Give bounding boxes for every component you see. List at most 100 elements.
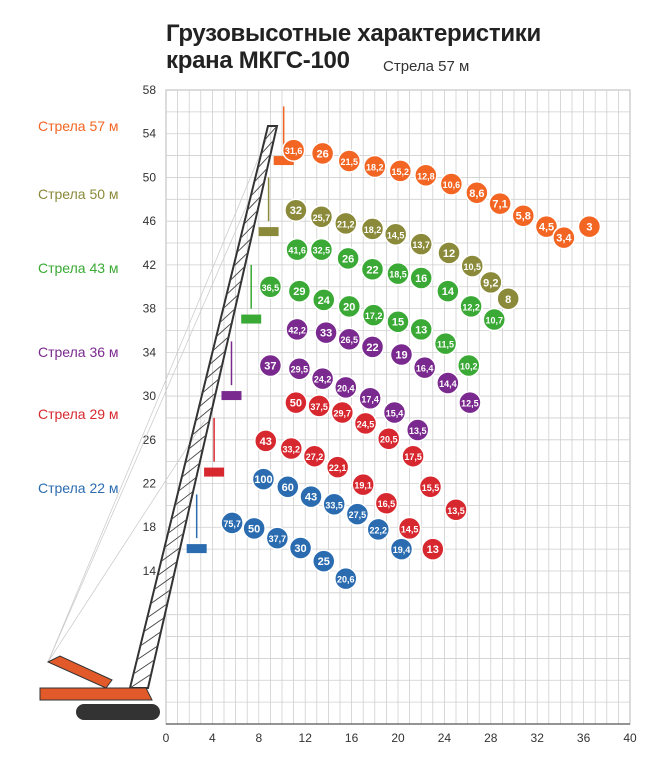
data-label: 18,2 (366, 163, 384, 173)
x-tick-label: 8 (255, 731, 262, 745)
data-label: 75,7 (223, 519, 241, 529)
x-tick-label: 12 (299, 731, 313, 745)
hook-block (204, 467, 225, 477)
y-tick-label: 42 (143, 258, 157, 272)
data-point (330, 400, 355, 425)
data-point (334, 375, 358, 400)
crane-cable (47, 197, 251, 663)
crane-boom-lattice (184, 448, 204, 464)
data-point (358, 386, 382, 411)
data-point (482, 307, 507, 332)
data-point (409, 232, 433, 256)
data-point (360, 217, 385, 241)
data-point (307, 394, 331, 418)
data-point (511, 203, 536, 228)
crane-boom-lattice (129, 673, 152, 689)
crane-boom-lattice (202, 378, 220, 394)
crane-boom-lattice (191, 420, 210, 436)
data-label: 37,5 (310, 402, 328, 412)
crane-boom-lattice (209, 350, 226, 366)
data-label: 4,5 (539, 222, 554, 234)
data-point (439, 172, 464, 196)
data-label: 26 (342, 253, 354, 265)
hook-block (273, 156, 294, 166)
data-point (376, 426, 401, 451)
legend-label-29: Стрела 29 м (38, 406, 119, 422)
crane-boom-lattice (215, 322, 233, 338)
data-label: 26,5 (341, 335, 359, 345)
hook-block (241, 314, 262, 324)
data-label: 24 (318, 295, 331, 307)
crane-boom-lattice (167, 519, 187, 534)
data-label: 20,6 (337, 575, 355, 585)
data-point (254, 429, 278, 453)
data-point (353, 411, 378, 436)
data-point (337, 294, 362, 319)
data-label: 43 (260, 436, 272, 448)
data-label: 10,2 (460, 361, 478, 371)
data-point (302, 444, 327, 468)
data-point (360, 257, 385, 282)
x-tick-label: 24 (438, 731, 452, 745)
data-label: 12,5 (461, 399, 479, 409)
data-label: 12,8 (417, 171, 435, 181)
crane-boom-lattice (188, 434, 207, 450)
data-point (382, 400, 407, 425)
data-point (460, 254, 484, 278)
crane-boom-lattice (250, 181, 265, 197)
crane-boom-lattice (143, 617, 165, 633)
data-point (465, 181, 489, 205)
data-label: 22,2 (370, 525, 388, 535)
data-point (285, 317, 309, 342)
data-label: 13,7 (412, 240, 430, 250)
series-2: 41,6 32,5 26 22 18,5 16 14 12,2 10,7 36,5 29 24 20 17… (258, 237, 507, 378)
data-point (421, 537, 445, 561)
hook-block (258, 227, 279, 237)
data-label: 30 (294, 543, 306, 555)
crane-boom-lattice (171, 504, 191, 520)
crane-boom-lattice (205, 364, 223, 380)
x-tick-label: 40 (623, 731, 637, 745)
data-label: 16,4 (416, 364, 434, 374)
data-label: 8 (505, 294, 511, 306)
crane-boom-lattice (236, 238, 252, 253)
crane-boom-lattice (243, 209, 258, 225)
crane-cable (47, 419, 206, 663)
data-point (409, 266, 433, 290)
crane-cable (47, 125, 273, 663)
data-point (412, 355, 437, 380)
y-tick-label: 14 (143, 564, 157, 578)
data-point (279, 436, 304, 461)
data-point (284, 198, 308, 222)
legend-label-36: Стрела 36 м (38, 344, 119, 360)
crane-boom-lattice (164, 533, 184, 548)
crane-boom-lattice (257, 153, 271, 169)
crane-boom-lattice (133, 659, 155, 675)
data-point (397, 516, 422, 541)
data-label: 33,5 (325, 500, 343, 510)
data-point (389, 342, 414, 367)
data-label: 29 (293, 286, 305, 298)
y-tick-label: 58 (143, 83, 157, 97)
data-label: 22 (366, 342, 378, 354)
data-point (299, 484, 323, 509)
data-label: 12,2 (462, 302, 480, 312)
crane-boom-lattice (150, 589, 171, 605)
y-tick-label: 50 (143, 170, 157, 184)
crane-boom-lattice (153, 575, 175, 591)
data-label: 42,2 (288, 325, 306, 335)
data-point (285, 237, 309, 262)
data-label: 26 (316, 148, 328, 160)
data-label: 10,5 (463, 262, 481, 272)
hook-block (221, 391, 242, 401)
data-label: 14,5 (401, 524, 419, 534)
crane-boom-lattice (198, 392, 217, 408)
data-point (314, 320, 338, 345)
crane-boom-lattice (160, 547, 181, 562)
legend-label-50: Стрела 50 м (38, 186, 119, 202)
data-label: 10,7 (486, 316, 504, 326)
data-point (309, 205, 334, 229)
data-point (312, 288, 336, 312)
data-label: 13 (415, 324, 427, 336)
data-label: 37 (264, 360, 276, 372)
